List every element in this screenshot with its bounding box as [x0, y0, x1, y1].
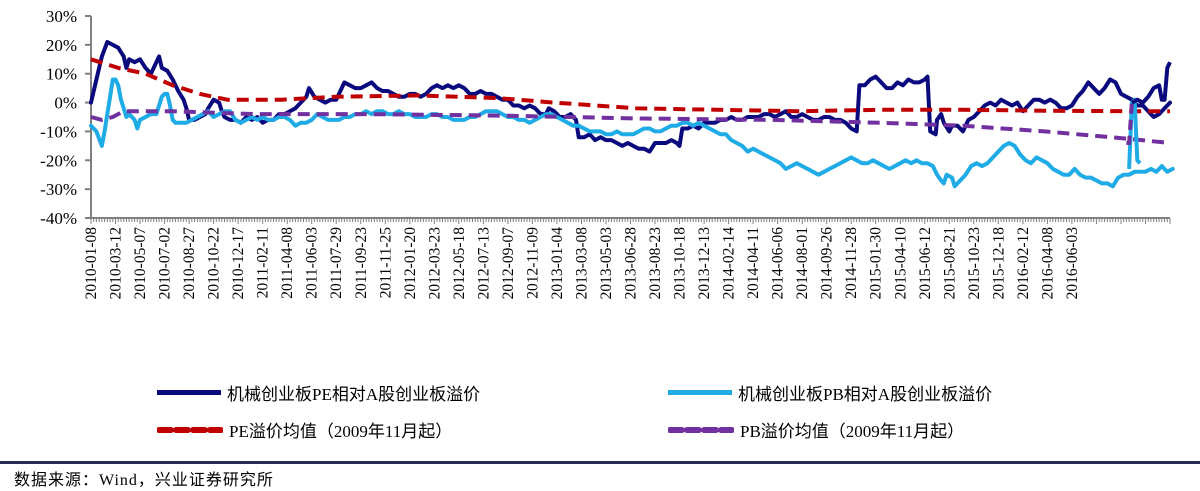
x-tick-label: 2012-09-07 [500, 227, 517, 300]
x-tick-label: 2012-01-20 [402, 227, 419, 300]
x-tick-label: 2013-12-13 [696, 227, 713, 300]
x-tick-label: 2015-06-12 [917, 227, 934, 299]
legend-item-pe-mean: PE溢价均值（2009年11月起） [157, 417, 452, 442]
series-layer [89, 40, 1175, 189]
x-tick-label: 2014-08-01 [794, 227, 811, 299]
y-tick-label: -30% [40, 180, 77, 199]
x-tick-label: 2016-06-03 [1064, 227, 1081, 300]
x-tick-label: 2010-07-02 [157, 227, 174, 299]
line-chart: 30%20%10%0%-10%-20%-30%-40% 2010-01-08 20… [40, 7, 1175, 300]
x-tick-label: 2013-08-23 [647, 227, 664, 300]
y-tick-label: -10% [40, 122, 77, 141]
x-tick-label: 2010-12-17 [230, 227, 247, 300]
series-pb-mean-end [1126, 102, 1134, 145]
series-line-1 [89, 77, 1175, 189]
data-source: 数据来源：Wind，兴业证券研究所 [14, 472, 274, 489]
x-tick-label: 2015-01-30 [868, 227, 885, 300]
legend-item-pb-premium: 机械创业板PB相对A股创业板溢价 [668, 380, 992, 405]
legend-item-pb-mean: PB溢价均值（2009年11月起） [668, 417, 964, 442]
legend-label-pb-mean: PB溢价均值（2009年11月起） [740, 422, 965, 441]
x-tick-label: 2011-04-08 [279, 227, 296, 299]
x-tick-label: 2013-05-03 [598, 227, 615, 300]
y-tick-label: 20% [46, 36, 77, 55]
y-axis: 30% 20% 10% 0% -10% -20% -30% -40% [40, 7, 92, 228]
legend-swatch-pe-premium [157, 390, 221, 395]
x-tick-label: 2011-07-29 [328, 227, 345, 299]
x-tick-label: 2014-11-28 [843, 227, 860, 299]
x-tick-label: 2016-02-12 [1015, 227, 1032, 299]
x-tick-label: 2012-03-23 [426, 227, 443, 300]
x-tick-label: 2010-10-22 [206, 227, 223, 299]
x-tick-label: 2012-05-18 [451, 227, 468, 300]
x-tick-label: 2011-06-03 [304, 227, 321, 299]
series-pe-end [1130, 61, 1172, 105]
x-tick-label: 2015-10-23 [966, 227, 983, 300]
x-tick-label: 2012-11-09 [524, 227, 541, 299]
x-tick-label: 2016-04-08 [1039, 227, 1056, 300]
y-tick-label: -20% [40, 151, 77, 170]
x-tick-label: 2010-01-08 [83, 227, 100, 300]
series-line-2 [90, 57, 1170, 114]
footer-divider [0, 461, 1200, 464]
x-tick-label: 2015-04-10 [892, 227, 909, 300]
legend-label-pb-premium: 机械创业板PB相对A股创业板溢价 [738, 385, 993, 404]
x-tick-label: 2014-09-26 [819, 227, 836, 300]
legend-swatch-pb-mean [668, 426, 734, 433]
x-tick-label: 2014-04-11 [745, 227, 762, 299]
x-tick-label: 2015-08-21 [941, 227, 958, 299]
x-tick-label: 2011-09-23 [353, 227, 370, 299]
y-tick-label: 10% [46, 65, 77, 84]
y-tick-label: -40% [40, 209, 77, 228]
legend-label-pe-premium: 机械创业板PE相对A股创业板溢价 [227, 385, 481, 404]
x-tick-label: 2010-05-07 [132, 227, 149, 300]
x-axis: 2010-01-08 2010-03-12 2010-05-07 2010-07-02… [83, 217, 1171, 300]
x-tick-label: 2015-12-18 [990, 227, 1007, 300]
legend-swatch-pb-premium [668, 390, 732, 395]
y-tick-label: 30% [46, 7, 77, 26]
x-tick-label: 2013-01-04 [549, 227, 566, 300]
x-tick-label: 2014-06-06 [770, 227, 787, 300]
x-tick-label: 2014-02-14 [721, 227, 738, 300]
legend-swatch-pe-mean [157, 426, 223, 433]
x-tick-label: 2011-02-11 [255, 227, 272, 298]
x-tick-label: 2011-11-25 [377, 227, 394, 298]
series-line-3 [90, 109, 1171, 145]
y-tick-label: 0% [54, 94, 77, 113]
x-tick-label: 2013-06-28 [623, 227, 640, 300]
x-tick-label: 2013-10-18 [672, 227, 689, 300]
x-ticks [90, 218, 1171, 224]
x-tick-label: 2013-03-08 [574, 227, 591, 300]
x-tick-label: 2012-07-13 [475, 227, 492, 300]
legend-label-pe-mean: PE溢价均值（2009年11月起） [229, 422, 453, 441]
x-tick-label: 2010-08-27 [181, 227, 198, 300]
legend-item-pe-premium: 机械创业板PE相对A股创业板溢价 [157, 380, 480, 405]
x-tick-label: 2010-03-12 [108, 227, 125, 299]
